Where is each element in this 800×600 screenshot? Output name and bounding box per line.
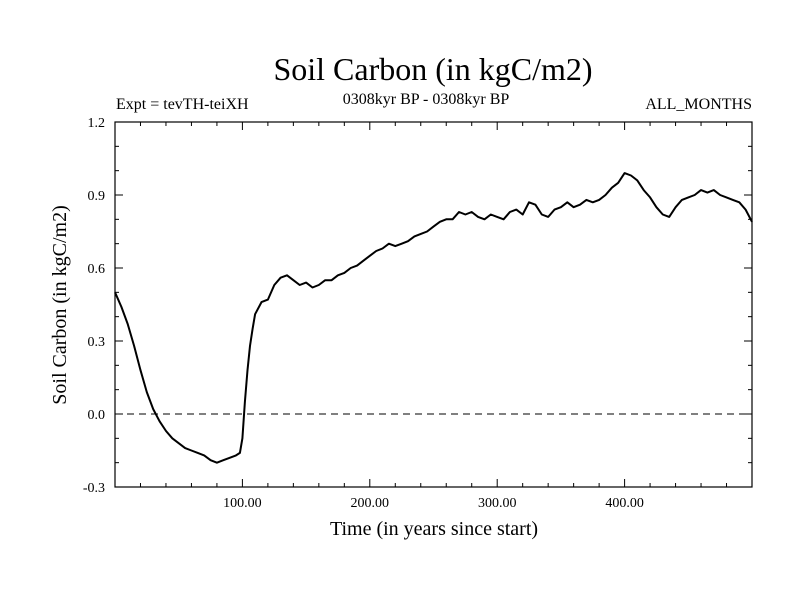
y-axis-label: Soil Carbon (in kgC/m2)	[49, 205, 71, 404]
y-tick-label: 1.2	[88, 116, 106, 131]
x-axis-label: Time (in years since start)	[330, 518, 538, 540]
series-line	[114, 172, 753, 464]
y-tick-label: 0.6	[88, 262, 106, 277]
x-tick-label: 400.00	[605, 496, 644, 511]
x-tick-label: 200.00	[351, 496, 390, 511]
x-tick-label: 300.00	[478, 496, 517, 511]
plot-area: 100.00 200.00 300.00 400.00 -0.3 0.0 0.3 0.6 0.9…	[83, 116, 753, 511]
period-label: 0308kyr BP - 0308kyr BP	[343, 91, 510, 108]
plot-frame	[114, 121, 753, 488]
chart-title: Soil Carbon (in kgC/m2)	[273, 51, 592, 87]
y-tick-label: 0.0	[88, 408, 106, 423]
y-tick-label: 0.9	[88, 189, 106, 204]
months-label: ALL_MONTHS	[645, 96, 752, 113]
y-tick-label: -0.3	[83, 481, 105, 496]
x-tick-label: 100.00	[223, 496, 262, 511]
y-tick-label: 0.3	[88, 335, 106, 350]
experiment-label: Expt = tevTH-teiXH	[116, 96, 249, 113]
